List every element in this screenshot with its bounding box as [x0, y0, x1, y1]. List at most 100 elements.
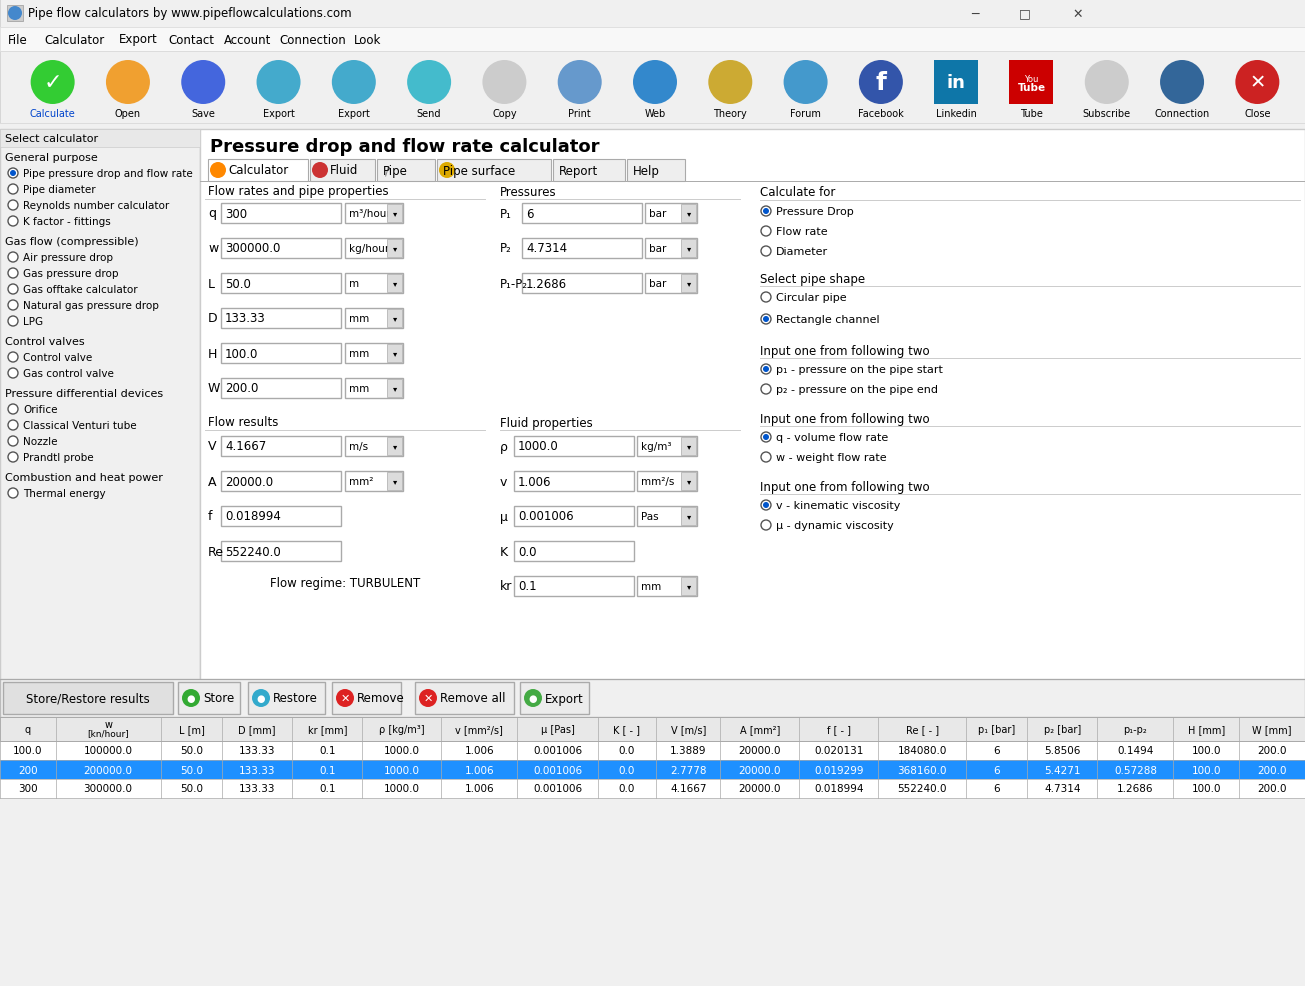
Text: ▾: ▾ [393, 279, 397, 288]
Text: Gas offtake calculator: Gas offtake calculator [23, 285, 137, 295]
Bar [3, 682, 174, 714]
Text: 0.0: 0.0 [619, 765, 636, 775]
Text: 200.0: 200.0 [1258, 745, 1287, 755]
Text: 368160.0: 368160.0 [898, 765, 947, 775]
Bar [514, 541, 634, 561]
Text: Pressure Drop: Pressure Drop [776, 207, 853, 217]
Text: Control valve: Control valve [23, 353, 93, 363]
Text: Calculator: Calculator [228, 165, 288, 177]
Text: H: H [207, 347, 218, 360]
Text: 200.0: 200.0 [224, 383, 258, 395]
Text: Thermal energy: Thermal energy [23, 488, 106, 499]
Bar [1010, 61, 1053, 105]
Text: Gas control valve: Gas control valve [23, 369, 114, 379]
Text: Linkedin: Linkedin [936, 108, 976, 119]
Text: Calculate for: Calculate for [760, 186, 835, 199]
Circle shape [8, 488, 18, 499]
Text: 200000.0: 200000.0 [84, 765, 133, 775]
Text: ▾: ▾ [393, 477, 397, 486]
Text: 1000.0: 1000.0 [518, 440, 559, 453]
Bar [388, 275, 402, 293]
Text: ρ: ρ [500, 440, 508, 453]
Text: m³/hour: m³/hour [348, 209, 390, 219]
Text: 0.1: 0.1 [320, 784, 335, 794]
Text: L [m]: L [m] [179, 725, 205, 735]
Text: 1.006: 1.006 [518, 475, 552, 488]
Circle shape [8, 317, 18, 326]
Bar [345, 309, 403, 328]
Bar [0, 760, 1305, 779]
Text: 100000.0: 100000.0 [84, 745, 133, 755]
Text: D [mm]: D [mm] [239, 725, 275, 735]
Circle shape [407, 61, 452, 105]
Text: Pas: Pas [641, 512, 659, 522]
Text: 200.0: 200.0 [1258, 765, 1287, 775]
Circle shape [859, 61, 903, 105]
Text: ▾: ▾ [393, 209, 397, 218]
Text: /: / [385, 165, 389, 177]
Text: Save: Save [192, 108, 215, 119]
Bar [388, 380, 402, 397]
Text: q - volume flow rate: q - volume flow rate [776, 433, 889, 443]
Text: 1.2686: 1.2686 [1117, 784, 1154, 794]
Circle shape [761, 246, 771, 256]
Circle shape [8, 269, 18, 279]
Text: 5.8506: 5.8506 [1044, 745, 1081, 755]
Bar [345, 239, 403, 258]
Text: Pressure differential devices: Pressure differential devices [5, 388, 163, 398]
Text: 1000.0: 1000.0 [384, 745, 420, 755]
Bar [637, 471, 697, 491]
Text: μ: μ [500, 510, 508, 523]
Circle shape [761, 501, 771, 511]
Text: 20000.0: 20000.0 [224, 475, 273, 488]
Text: [kn/hour]: [kn/hour] [87, 729, 129, 738]
Bar [637, 507, 697, 527]
Text: q: q [207, 207, 217, 220]
Text: Export: Export [262, 108, 295, 119]
Circle shape [210, 163, 226, 178]
Text: D: D [207, 313, 218, 325]
Bar [345, 204, 403, 224]
Text: P₂: P₂ [500, 243, 512, 255]
Text: Gas pressure drop: Gas pressure drop [23, 269, 119, 279]
Text: W: W [207, 383, 221, 395]
Text: 0.0: 0.0 [619, 784, 636, 794]
Text: w: w [104, 719, 112, 730]
Text: Pipe: Pipe [382, 165, 408, 177]
Bar [553, 160, 625, 181]
Text: 1.2686: 1.2686 [526, 277, 568, 290]
Text: 552240.0: 552240.0 [898, 784, 947, 794]
Bar [388, 205, 402, 223]
Text: 4.7314: 4.7314 [526, 243, 568, 255]
Circle shape [181, 61, 226, 105]
Text: Connection: Connection [1155, 108, 1210, 119]
Bar [0, 130, 200, 148]
Circle shape [8, 252, 18, 262]
Text: Pipe pressure drop and flow rate: Pipe pressure drop and flow rate [23, 169, 193, 178]
Bar [0, 679, 1305, 717]
Text: 20000.0: 20000.0 [739, 745, 782, 755]
Text: Combustion and heat power: Combustion and heat power [5, 472, 163, 482]
Text: 1.006: 1.006 [465, 745, 495, 755]
Circle shape [8, 7, 22, 21]
Text: ✕: ✕ [341, 693, 350, 703]
Text: Facebook: Facebook [857, 108, 904, 119]
Circle shape [8, 201, 18, 211]
Text: ▾: ▾ [686, 245, 692, 253]
Text: K: K [500, 545, 508, 558]
Text: 0.001006: 0.001006 [532, 784, 582, 794]
Text: ●: ● [529, 693, 538, 703]
Text: Input one from following two: Input one from following two [760, 412, 929, 425]
Text: Flow results: Flow results [207, 416, 278, 429]
Text: W [mm]: W [mm] [1253, 725, 1292, 735]
Circle shape [709, 61, 752, 105]
Circle shape [8, 437, 18, 447]
Text: kr [mm]: kr [mm] [308, 725, 347, 735]
Text: Web: Web [645, 108, 666, 119]
Circle shape [761, 315, 771, 324]
Text: ▾: ▾ [393, 385, 397, 393]
Text: v: v [500, 475, 508, 488]
Bar [681, 508, 696, 526]
Text: ▾: ▾ [393, 349, 397, 358]
Circle shape [761, 453, 771, 462]
